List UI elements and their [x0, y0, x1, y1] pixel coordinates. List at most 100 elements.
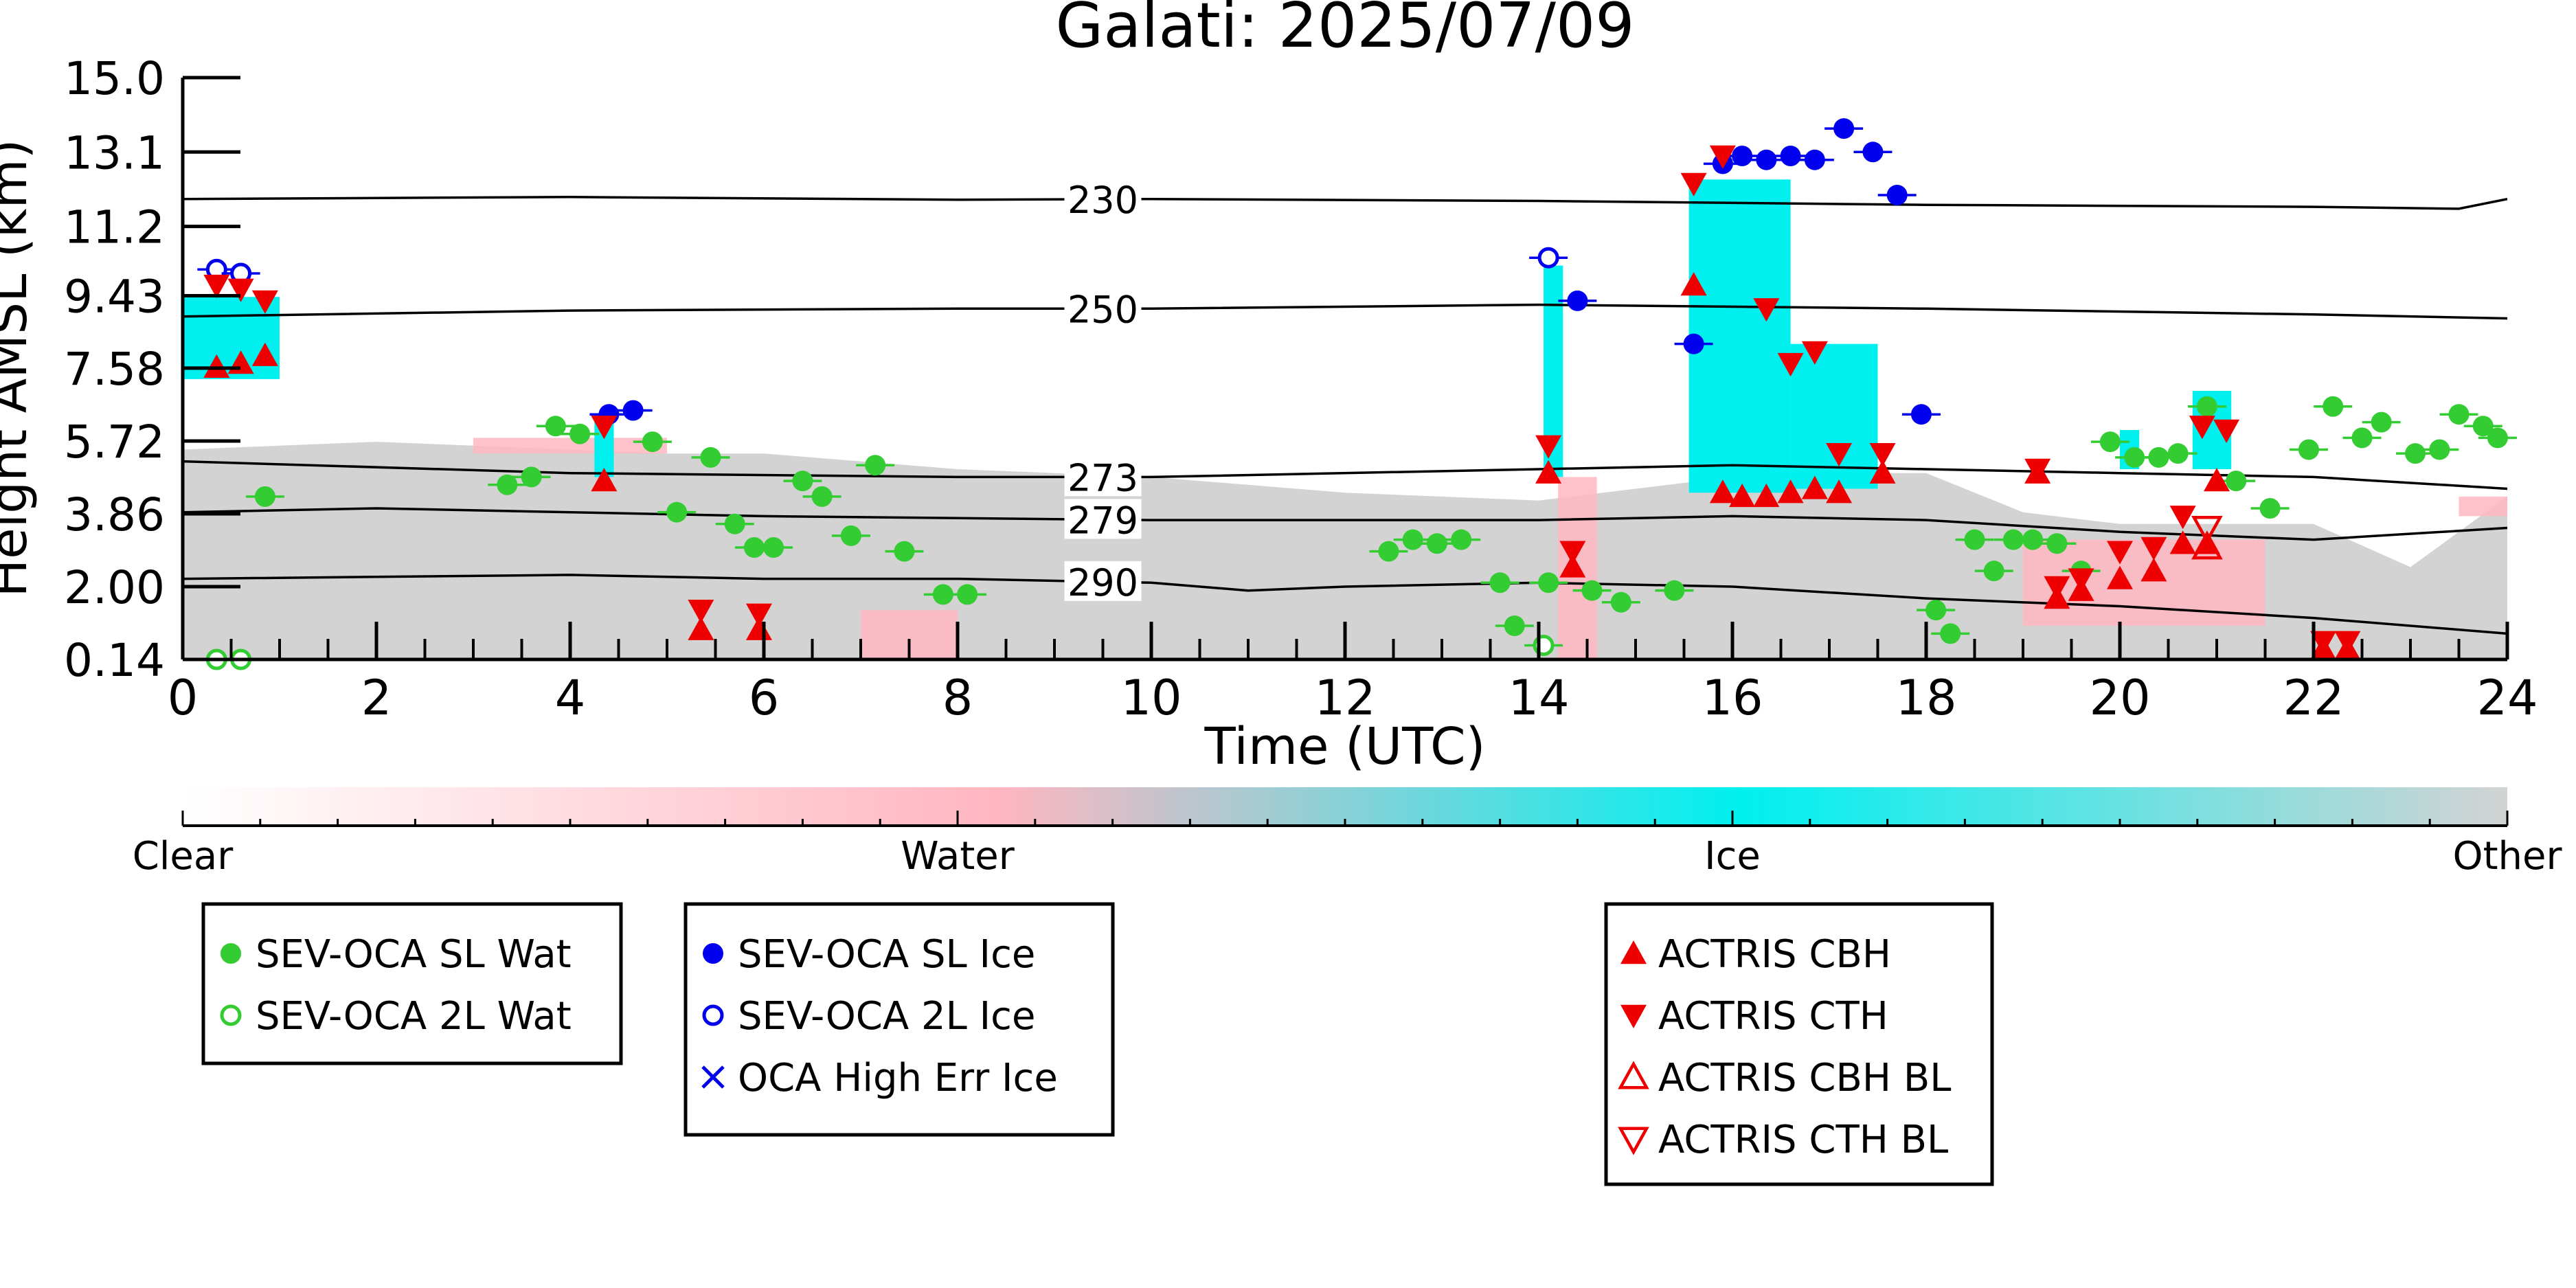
- classification-colorbar: Clear Water Ice Other: [133, 787, 2563, 879]
- data-point: [840, 525, 861, 546]
- data-point: [666, 501, 688, 523]
- legend-marker: [701, 1065, 725, 1089]
- data-point: [569, 423, 591, 444]
- colorbar-label: Other: [2452, 834, 2562, 879]
- data-point: [2259, 497, 2281, 519]
- data-point: [1683, 333, 1704, 354]
- data-point: [2429, 439, 2450, 460]
- data-point: [2213, 419, 2240, 443]
- data-point: [2298, 439, 2319, 460]
- data-point: [1567, 290, 1588, 311]
- data-point: [1451, 529, 1472, 550]
- data-point: [2068, 568, 2094, 592]
- isotherm-label-backdrop: [1064, 456, 1142, 497]
- isotherm-line: [183, 507, 2507, 541]
- x-tick-label: 0: [168, 670, 199, 726]
- legend-marker: [1618, 1061, 1649, 1089]
- series-actris-cbh-bl: [2191, 531, 2223, 560]
- data-point: [1537, 247, 1559, 269]
- colorbar-ticks: [181, 811, 2509, 826]
- colorbar-label: Ice: [1704, 834, 1761, 879]
- data-point: [545, 416, 566, 437]
- data-point: [811, 486, 833, 507]
- data-point: [1680, 172, 1707, 196]
- data-point: [1559, 541, 1586, 565]
- data-point: [2107, 541, 2133, 565]
- data-point: [642, 431, 663, 453]
- data-point: [1804, 149, 1825, 170]
- data-point: [700, 447, 721, 468]
- y-tick-label: 15.0: [64, 52, 165, 105]
- data-point: [1862, 142, 1884, 163]
- data-point: [1489, 572, 1511, 594]
- data-point: [1753, 298, 1780, 322]
- data-point: [1426, 533, 1447, 554]
- cross-stroke: [701, 1065, 725, 1089]
- legend-label: SEV-OCA 2L Wat: [256, 994, 572, 1039]
- x-tick-label: 10: [1120, 670, 1182, 726]
- data-point: [2169, 530, 2196, 554]
- data-point: [1402, 529, 1423, 550]
- data-point: [2140, 536, 2167, 561]
- legend-box: SEV-OCA SL Ice SEV-OCA 2L Ice OCA High Err…: [683, 902, 1115, 1137]
- isotherm-line: [183, 196, 2507, 210]
- data-point: [2472, 416, 2494, 437]
- ice-class-area: [1688, 179, 1791, 493]
- data-point: [1826, 479, 1853, 504]
- data-point: [227, 278, 254, 302]
- data-point: [1535, 460, 1562, 484]
- water-class-area: [473, 438, 667, 454]
- x-tick-label: 8: [942, 670, 973, 726]
- x-tick-label: 16: [1702, 670, 1763, 726]
- isotherm-label: 290: [1067, 561, 1138, 605]
- data-point: [2169, 506, 2196, 530]
- legend-marker: [703, 943, 723, 964]
- data-point: [2140, 558, 2167, 582]
- legend-label: ACTRIS CTH BL: [1658, 1118, 1948, 1162]
- y-tick-label: 7.58: [64, 343, 165, 396]
- x-tick-label: 2: [361, 670, 392, 726]
- retrieval-markers: [197, 118, 2517, 670]
- y-tick-label: 0.14: [64, 634, 165, 687]
- data-point: [1940, 623, 1961, 644]
- x-tick-label: 24: [2476, 670, 2538, 726]
- data-point: [2196, 396, 2217, 417]
- isotherm-label: 279: [1067, 499, 1138, 542]
- data-point: [1504, 615, 1525, 636]
- isotherm-label: 250: [1067, 288, 1138, 331]
- data-point: [1538, 572, 1559, 594]
- x-axis-label: Time (UTC): [1204, 717, 1485, 776]
- x-tick-label: 18: [1895, 670, 1956, 726]
- isotherm-label-backdrop: [1064, 178, 1142, 218]
- legend-label: SEV-OCA 2L Ice: [738, 994, 1035, 1039]
- data-point: [2487, 427, 2508, 449]
- data-point: [2046, 533, 2068, 554]
- data-point: [1581, 580, 1603, 601]
- series-sev-oca-sl-wat: [245, 396, 2517, 644]
- legend-label: ACTRIS CBH BL: [1658, 1056, 1951, 1100]
- data-point: [1801, 341, 1828, 365]
- data-point: [1729, 483, 1756, 508]
- data-point: [591, 468, 618, 492]
- data-point: [1983, 561, 2004, 582]
- legend-marker: [1618, 1127, 1649, 1155]
- data-point: [2191, 516, 2223, 545]
- water-class-area: [2459, 496, 2507, 517]
- data-point: [2024, 458, 2051, 482]
- legend-marker: [1620, 940, 1647, 964]
- data-point: [1910, 404, 1932, 425]
- y-tick-label: 2.00: [64, 561, 165, 614]
- data-point: [2371, 411, 2392, 433]
- data-point: [251, 290, 278, 314]
- isotherm-line: [183, 303, 2507, 320]
- data-point: [2107, 565, 2133, 589]
- data-point: [745, 603, 772, 627]
- legend-label: OCA High Err Ice: [738, 1056, 1058, 1100]
- colorbar-labels: Clear Water Ice Other: [133, 834, 2563, 879]
- data-point: [763, 536, 784, 558]
- series-sev-oca-sl-ice: [589, 118, 1941, 425]
- data-point: [1664, 580, 1685, 601]
- data-point: [2323, 396, 2344, 417]
- legend-area: SEV-OCA SL Wat SEV-OCA 2L Wat SEV-OCA SL I…: [201, 902, 1994, 1186]
